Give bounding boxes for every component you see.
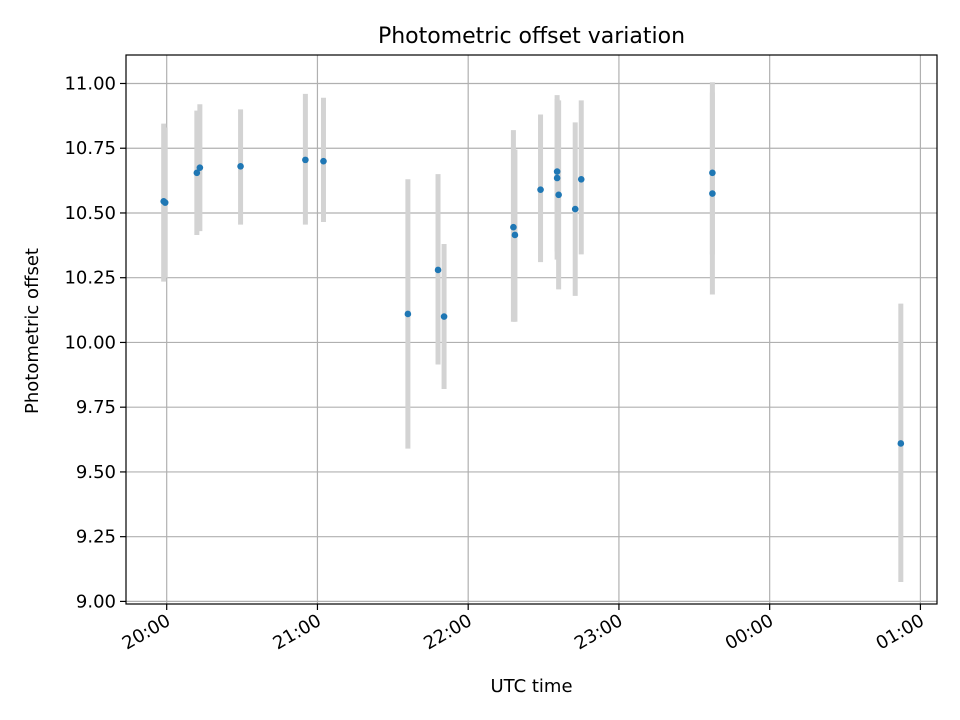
y-tick-label: 10.00	[64, 332, 116, 353]
data-point	[553, 174, 561, 182]
data-point	[302, 156, 309, 164]
data-point	[320, 157, 327, 165]
x-axis-label: UTC time	[490, 676, 572, 697]
data-point	[404, 310, 412, 318]
data-point	[434, 266, 442, 274]
data-point	[161, 199, 169, 206]
data-point	[440, 313, 448, 320]
data-point	[709, 169, 716, 177]
y-tick-label: 10.75	[64, 138, 116, 159]
data-point	[709, 190, 716, 197]
data-point	[511, 231, 519, 239]
y-tick-label: 10.25	[64, 268, 116, 289]
y-tick-label: 9.25	[76, 527, 116, 548]
chart-title: Photometric offset variation	[378, 24, 685, 49]
data-point	[553, 168, 561, 175]
y-tick-label: 11.00	[64, 73, 116, 94]
data-point	[577, 176, 585, 183]
y-axis: 9.00 9.25 9.50 9.75 10.00 10.25 10.50 10.75 11.0…	[64, 73, 126, 612]
data-point	[237, 163, 244, 170]
data-point	[537, 186, 544, 193]
data-point	[555, 191, 562, 199]
grid-layer	[126, 55, 937, 604]
data-point	[897, 440, 905, 447]
data-point	[571, 205, 579, 213]
data-point	[193, 169, 201, 177]
y-tick-label: 10.50	[64, 203, 116, 224]
plot-frame	[125, 54, 938, 605]
data-point	[196, 164, 204, 171]
data-points-layer	[160, 156, 905, 447]
data-point	[510, 223, 517, 231]
y-tick-label: 9.75	[76, 397, 116, 418]
y-tick-label: 9.50	[76, 462, 116, 483]
y-axis-label: Photometric offset	[22, 248, 43, 414]
y-tick-label: 9.00	[76, 591, 116, 612]
